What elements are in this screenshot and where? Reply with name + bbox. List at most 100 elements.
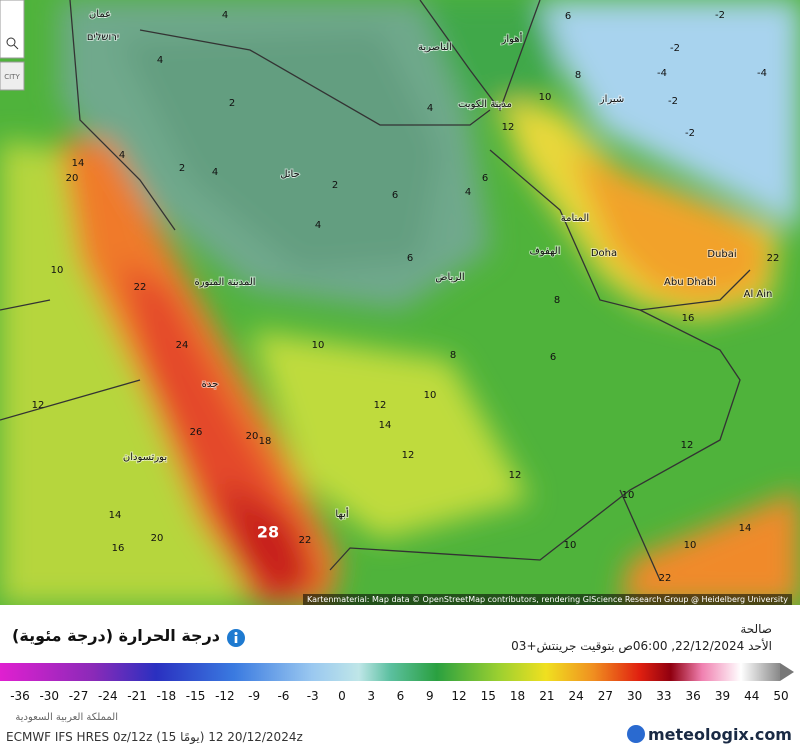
- legend-tick: 6: [396, 689, 405, 703]
- contour-value: 20: [151, 533, 164, 544]
- contour-value: 22: [134, 282, 147, 293]
- valid-time: الأحد 22/12/2024, 06:00ص بتوقيت جرينتش+0…: [511, 639, 772, 653]
- legend-tick: -9: [248, 689, 261, 703]
- city-label: المدينة المنورة: [194, 277, 255, 288]
- city-label: مدينة الكويت: [458, 99, 512, 110]
- contour-value: 12: [681, 440, 694, 451]
- contour-value: 6: [407, 253, 413, 264]
- contour-value: 22: [659, 573, 672, 584]
- zoom-controls[interactable]: [0, 0, 25, 91]
- contour-value: 6: [565, 11, 571, 22]
- city-label: جدة: [202, 379, 219, 390]
- contour-value: 10: [684, 540, 697, 551]
- contour-value: 2: [229, 98, 235, 109]
- city-label: Doha: [591, 248, 617, 259]
- legend-tick: 15: [480, 689, 496, 703]
- contour-value: 4: [157, 55, 163, 66]
- valid-label: صالحة: [740, 622, 772, 636]
- legend-tick: 33: [656, 689, 672, 703]
- contour-value: 22: [299, 535, 312, 546]
- contour-value: 20: [246, 431, 259, 442]
- contour-value: 22: [767, 253, 780, 264]
- model-info: ECMWF IFS HRES 0z/12z (15 يومًا) 20/12/2…: [6, 730, 303, 744]
- contour-value: 6: [482, 173, 488, 184]
- contour-value: 14: [109, 510, 122, 521]
- city-label: أبها: [335, 507, 348, 520]
- city-label: ירושלים: [87, 32, 119, 43]
- city-label: الهفوف: [529, 246, 560, 257]
- contour-value: 18: [259, 436, 272, 447]
- contour-value: 4: [212, 167, 218, 178]
- city-label: Al Ain: [744, 289, 773, 300]
- contour-value: 10: [564, 540, 577, 551]
- city-label: Abu Dhabi: [664, 277, 716, 288]
- legend-tick: 12: [451, 689, 467, 703]
- contour-value: 14: [379, 420, 392, 431]
- contour-value: 10: [312, 340, 325, 351]
- contour-value: 8: [575, 70, 581, 81]
- contour-value: 14: [739, 523, 752, 534]
- legend-tick: 50: [773, 689, 789, 703]
- contour-value: 4: [427, 103, 433, 114]
- legend-tick: -12: [215, 689, 235, 703]
- brand-icon: [627, 725, 645, 743]
- city-label: حائل: [280, 169, 300, 180]
- legend-tick: -6: [277, 689, 290, 703]
- legend-tick: -36: [10, 689, 30, 703]
- contour-value: 6: [392, 190, 398, 201]
- contour-value: 10: [622, 490, 635, 501]
- legend-tick: -18: [156, 689, 177, 703]
- contour-value: 12: [502, 122, 515, 133]
- legend-tick: 27: [597, 689, 614, 703]
- city-label: شيراز: [599, 94, 625, 105]
- legend-tick: -30: [39, 689, 60, 703]
- contour-value: 12: [374, 400, 387, 411]
- region: المملكة العربية السعودية: [15, 712, 118, 723]
- city-badge[interactable]: CITY: [4, 73, 20, 81]
- contour-value: 10: [51, 265, 64, 276]
- contour-value: 24: [176, 340, 189, 351]
- legend-tick: -21: [127, 689, 147, 703]
- contour-value: 2: [179, 163, 185, 174]
- brand[interactable]: meteologix.com: [648, 725, 792, 744]
- contour-value: 10: [424, 390, 437, 401]
- map[interactable]: CITY عمان ירושלים الناصرية أهواز شيراز مدينة …: [0, 0, 800, 605]
- legend-tick: 39: [714, 689, 731, 703]
- temperature-field: [0, 0, 800, 605]
- contour-value: 2: [332, 180, 338, 191]
- city-label: الرياض: [435, 272, 464, 283]
- panel-title: درجة الحرارة (درجة مئوية): [12, 626, 220, 645]
- color-bar: [0, 663, 794, 681]
- legend-tick: -24: [97, 689, 118, 703]
- contour-value: 8: [554, 295, 560, 306]
- contour-value: 4: [315, 220, 321, 231]
- contour-value: 20: [66, 173, 79, 184]
- contour-value: 26: [190, 427, 203, 438]
- contour-value: -2: [668, 96, 678, 107]
- contour-value: 4: [465, 187, 471, 198]
- legend-tick: 18: [509, 689, 526, 703]
- legend-tick: -3: [306, 689, 319, 703]
- city-label: أهواز: [501, 32, 523, 45]
- attribution: Kartenmaterial: Map data © OpenStreetMap…: [302, 594, 792, 605]
- info-icon[interactable]: [226, 628, 246, 648]
- legend-tick: 21: [539, 689, 555, 703]
- city-label: المنامة: [561, 213, 589, 224]
- contour-value: 4: [119, 150, 125, 161]
- contour-value: -4: [657, 68, 667, 79]
- contour-value: 12: [509, 470, 522, 481]
- contour-value: 6: [550, 352, 556, 363]
- contour-value: -4: [757, 68, 767, 79]
- contour-value: 12: [402, 450, 415, 461]
- contour-value: 16: [682, 313, 695, 324]
- contour-value: 14: [72, 158, 85, 169]
- legend-tick: 3: [367, 689, 376, 703]
- contour-value: 16: [112, 543, 125, 554]
- legend-tick: -27: [68, 689, 89, 703]
- legend-tick: -15: [185, 689, 206, 703]
- contour-value: 12: [32, 400, 45, 411]
- contour-value: -2: [715, 10, 725, 21]
- city-label: Dubai: [707, 249, 736, 260]
- city-label: الناصرية: [418, 42, 452, 53]
